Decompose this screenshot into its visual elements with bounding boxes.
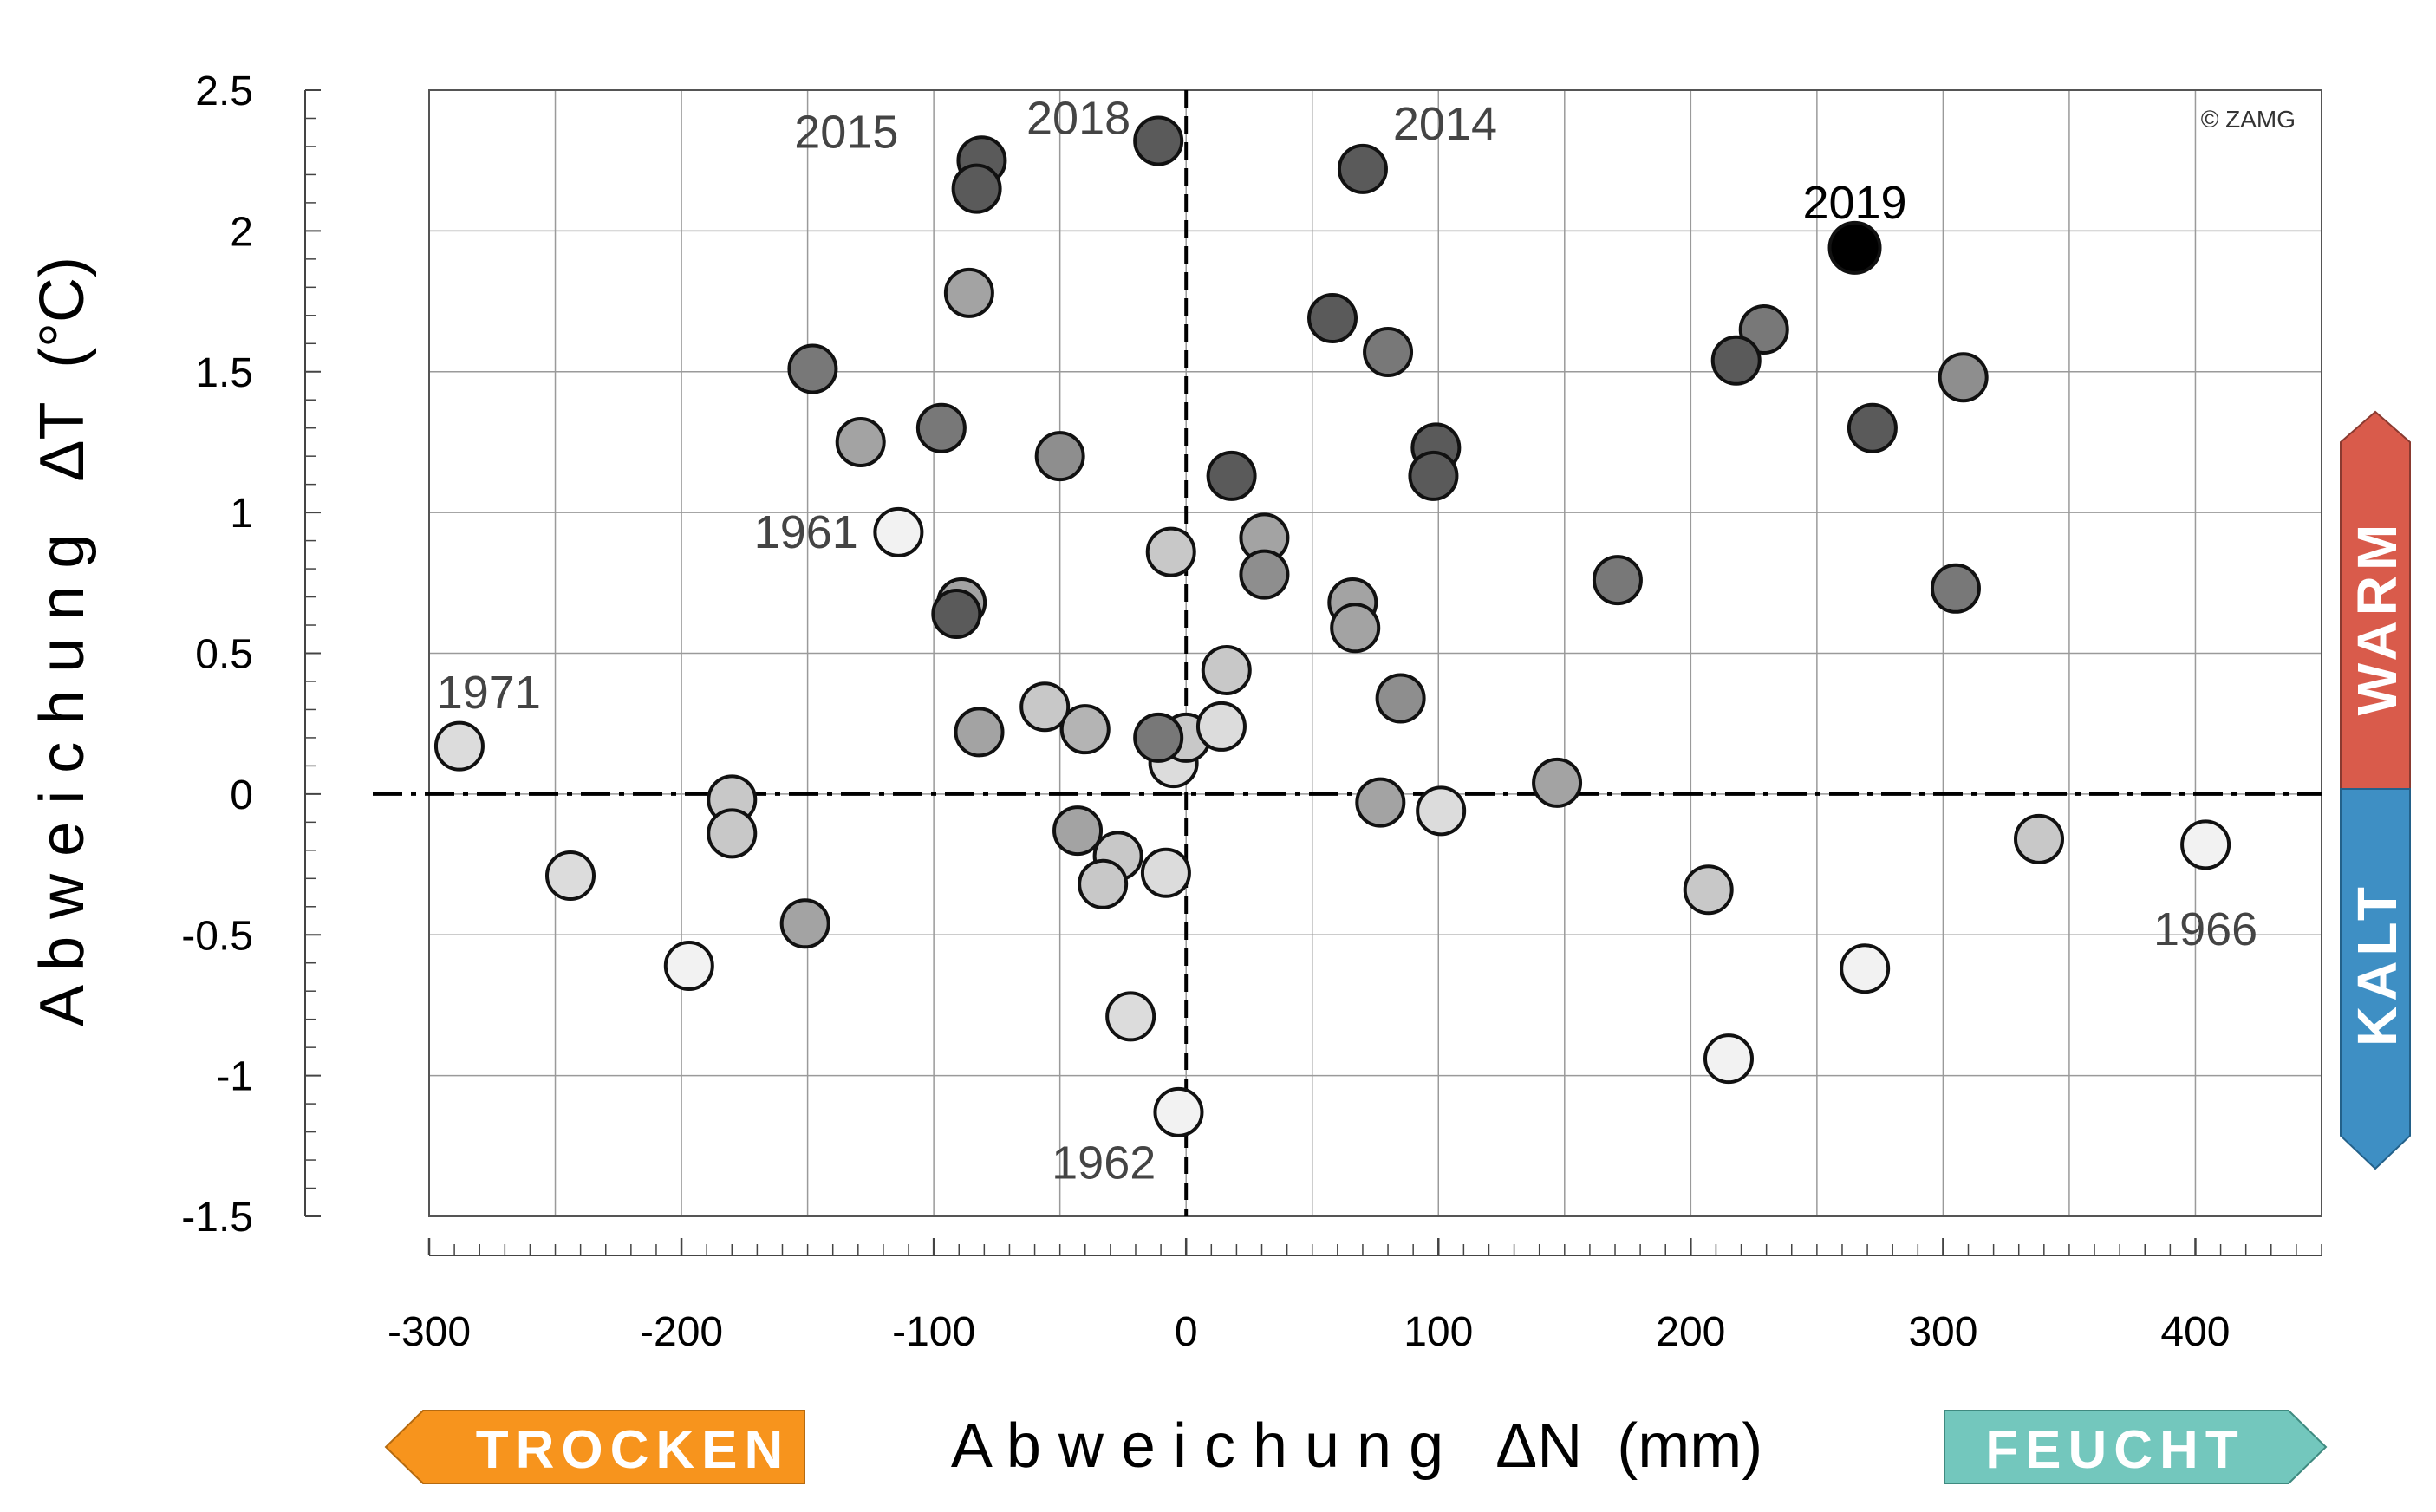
data-point bbox=[1140, 847, 1191, 898]
copyright-notice: © ZAMG bbox=[2201, 106, 2296, 133]
data-point bbox=[835, 416, 886, 467]
data-point bbox=[2014, 813, 2065, 864]
y-tick-label: 2.5 bbox=[195, 68, 253, 114]
feucht-label: FEUCHT bbox=[1985, 1420, 2244, 1480]
data-point bbox=[954, 707, 1005, 758]
year-annotation: 2018 bbox=[1026, 92, 1130, 144]
y-tick-label: -1.5 bbox=[181, 1195, 253, 1241]
x-tick-label: -200 bbox=[640, 1309, 723, 1355]
x-tick-label: -300 bbox=[388, 1309, 471, 1355]
data-point bbox=[1239, 549, 1290, 600]
data-point bbox=[663, 940, 714, 991]
trocken-indicator bbox=[384, 1410, 805, 1484]
axes: -1.5 -1 -0.5 0 0.5 1 1.5 2 2.5 -300 -200 -100 0 100 20… bbox=[181, 68, 2322, 1355]
data-point bbox=[1145, 526, 1196, 577]
y-tick-label: 1.5 bbox=[195, 350, 253, 396]
year-annotation: 1961 bbox=[754, 506, 858, 558]
data-point bbox=[779, 898, 830, 949]
data-point bbox=[1930, 563, 1981, 614]
warm-label: WARM bbox=[2346, 519, 2408, 716]
data-point bbox=[1847, 402, 1898, 453]
data-point bbox=[2180, 819, 2231, 870]
year-annotation: 1966 bbox=[2153, 903, 2257, 955]
data-points bbox=[433, 115, 2231, 1137]
data-point bbox=[931, 589, 982, 640]
y-tick-label: 1 bbox=[230, 491, 253, 537]
data-point bbox=[1827, 220, 1882, 275]
year-annotation: 2015 bbox=[794, 107, 898, 159]
data-point bbox=[1133, 712, 1184, 763]
y-tick-label: 0.5 bbox=[195, 632, 253, 678]
y-tick-label: 2 bbox=[230, 209, 253, 255]
data-point bbox=[943, 267, 994, 318]
y-tick-label: -1 bbox=[216, 1054, 253, 1100]
x-tick-label: 300 bbox=[1908, 1309, 1977, 1355]
side-indicators: WARM KALT TROCKEN FEUCHT bbox=[384, 410, 2411, 1484]
data-point bbox=[1683, 864, 1734, 916]
x-tick-label: 0 bbox=[1175, 1309, 1198, 1355]
grid bbox=[428, 89, 2322, 1217]
year-annotation: 1971 bbox=[437, 667, 541, 719]
data-point bbox=[1532, 757, 1583, 808]
x-tick-label: 100 bbox=[1404, 1309, 1473, 1355]
data-point bbox=[1105, 991, 1156, 1042]
data-point bbox=[873, 506, 924, 557]
data-point bbox=[1133, 115, 1184, 166]
data-point bbox=[544, 850, 596, 902]
x-tick-label: 400 bbox=[2160, 1309, 2230, 1355]
data-point bbox=[1153, 1086, 1204, 1137]
data-point bbox=[1206, 450, 1257, 501]
data-point bbox=[1195, 701, 1247, 752]
data-point bbox=[1592, 555, 1643, 606]
data-point bbox=[1416, 785, 1467, 837]
feucht-indicator bbox=[1944, 1410, 2328, 1484]
plot-frame bbox=[428, 89, 2322, 1217]
x-axis-label: A b w e i c h u n g ΔN (mm) bbox=[951, 1411, 1762, 1481]
data-point bbox=[433, 720, 485, 772]
data-point bbox=[1052, 805, 1104, 857]
data-point bbox=[1710, 335, 1762, 386]
data-point bbox=[1337, 143, 1388, 194]
data-point bbox=[1375, 673, 1426, 724]
reference-lines bbox=[373, 90, 2322, 1216]
data-point bbox=[1355, 777, 1406, 828]
data-point bbox=[707, 808, 758, 859]
data-point bbox=[1330, 603, 1381, 654]
data-point bbox=[1059, 704, 1111, 755]
y-tick-label: -0.5 bbox=[181, 913, 253, 959]
x-tick-label: -100 bbox=[892, 1309, 975, 1355]
data-point bbox=[1201, 644, 1252, 695]
data-point bbox=[787, 343, 838, 394]
year-annotations: 2015 2018 2014 2019 1961 1971 1962 1966 bbox=[437, 92, 2257, 1189]
data-point bbox=[1034, 431, 1085, 482]
year-annotation: 1962 bbox=[1052, 1137, 1156, 1189]
trocken-label: TROCKEN bbox=[476, 1420, 791, 1480]
data-point bbox=[1019, 681, 1071, 733]
data-point bbox=[951, 163, 1002, 214]
year-annotation: 2019 bbox=[1802, 177, 1906, 229]
kalt-label: KALT bbox=[2346, 882, 2408, 1046]
data-point bbox=[1307, 293, 1358, 344]
data-point bbox=[915, 402, 967, 453]
y-axis-label: A b w e i c h u n g ΔT (°C) bbox=[28, 257, 97, 1026]
year-annotation: 2014 bbox=[1393, 98, 1497, 150]
data-point bbox=[1938, 352, 1989, 403]
data-point bbox=[1703, 1033, 1754, 1085]
kalt-indicator bbox=[2340, 788, 2411, 1170]
data-point bbox=[1840, 943, 1891, 994]
data-point bbox=[1408, 450, 1459, 501]
warm-indicator bbox=[2340, 410, 2411, 790]
x-tick-label: 200 bbox=[1656, 1309, 1725, 1355]
y-tick-label: 0 bbox=[230, 772, 253, 818]
data-point bbox=[1078, 858, 1129, 909]
data-point bbox=[1363, 327, 1414, 378]
